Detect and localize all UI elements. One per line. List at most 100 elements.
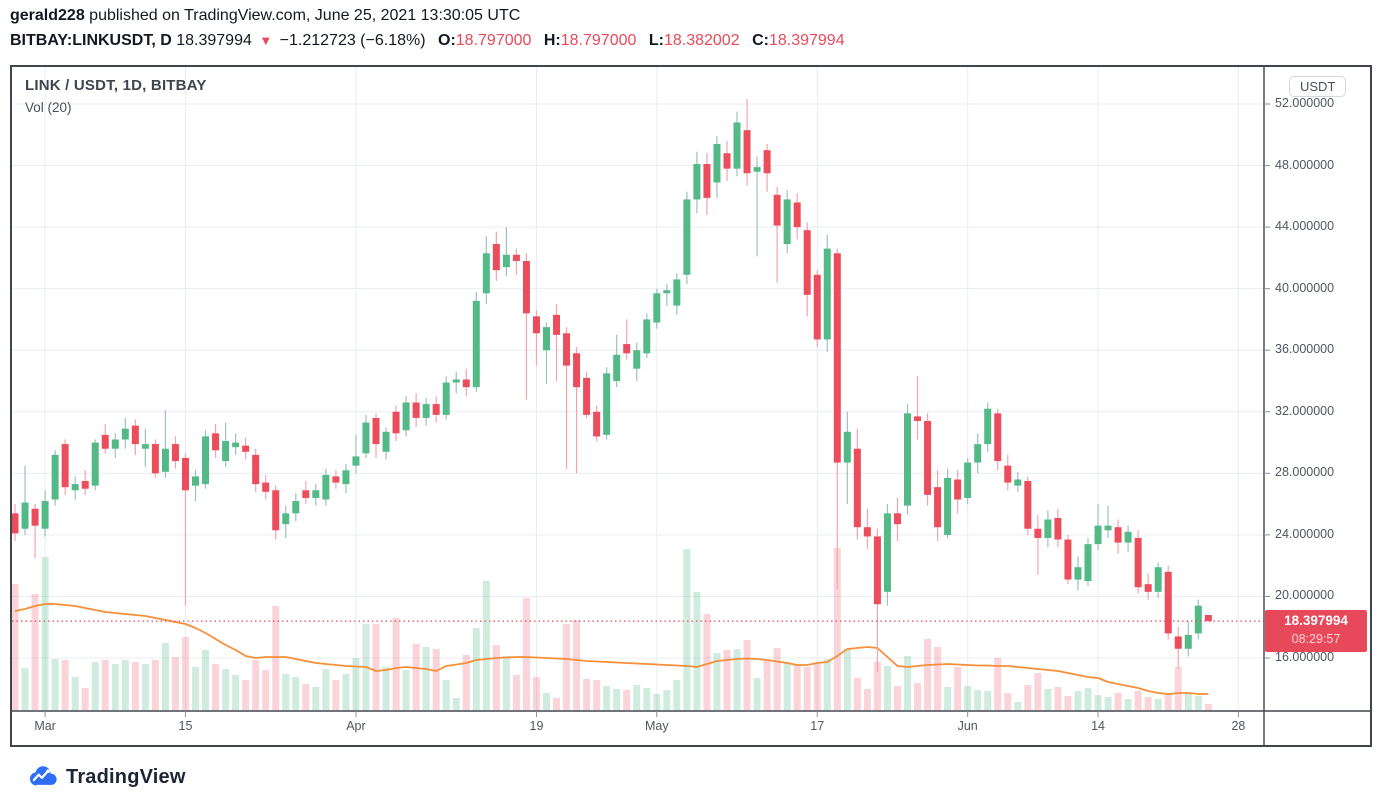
chart-frame: LINK / USDT, 1D, BITBAY Vol (20) USDT 52…: [10, 65, 1372, 747]
candle-body: [803, 230, 811, 295]
close-value: 18.397994: [768, 32, 845, 49]
volume-bar: [763, 660, 771, 710]
volume-bar: [482, 581, 490, 710]
time-tick-label: Mar: [34, 719, 56, 733]
volume-bar: [1144, 697, 1152, 710]
tradingview-wordmark[interactable]: TradingView: [66, 765, 186, 788]
candle-body: [633, 350, 641, 369]
volume-bar: [1134, 691, 1142, 710]
time-axis[interactable]: Mar 15 Apr 19 May 17 Jun 14 28: [12, 712, 1264, 745]
volume-bar: [522, 598, 530, 710]
symbol-name[interactable]: BITBAY:LINKUSDT, D: [10, 32, 172, 49]
volume-bar: [613, 689, 621, 710]
volume-bar: [803, 667, 811, 710]
currency-toggle[interactable]: USDT: [1289, 76, 1347, 97]
candle-body: [733, 122, 741, 169]
price-tick-label: 52.000000: [1275, 96, 1335, 110]
candle-body: [763, 150, 771, 174]
volume-bar: [222, 669, 230, 710]
volume-bar: [232, 675, 240, 710]
candle-body: [212, 433, 220, 451]
candle-body: [61, 444, 69, 488]
volume-bar: [1004, 693, 1012, 710]
candle-body: [1044, 519, 1052, 538]
time-tick-label: 19: [529, 719, 544, 733]
volume-bar: [472, 628, 480, 710]
candle-body: [863, 527, 871, 537]
volume-bar: [111, 664, 119, 710]
volume-bar: [382, 667, 390, 710]
volume-bar: [603, 686, 611, 710]
time-tick-label: Jun: [957, 719, 978, 733]
candle-body: [101, 434, 109, 449]
volume-bar: [743, 640, 751, 710]
volume-bar: [1124, 699, 1132, 710]
candle-body: [873, 536, 881, 605]
volume-bar: [432, 649, 440, 710]
volume-bar: [532, 677, 540, 710]
bar-countdown: 08:29:57: [1291, 632, 1341, 646]
candle-body: [1134, 537, 1142, 588]
candle-body: [984, 408, 992, 445]
price-axis[interactable]: 52.000000 48.000000 44.000000 40.000000 36.0…: [1264, 67, 1370, 711]
low-label: L:: [648, 32, 664, 49]
volume-bar: [31, 594, 39, 710]
volume-bar: [51, 659, 59, 710]
author-link[interactable]: gerald228: [10, 7, 85, 24]
time-tick-label: 14: [1091, 719, 1105, 733]
candle-body: [232, 442, 240, 448]
candle-body: [252, 454, 260, 485]
published-line: gerald228 published on TradingView.com, …: [10, 4, 1370, 28]
candle-body: [723, 153, 731, 169]
volume-bar: [312, 687, 320, 710]
price-tick-label: 40.000000: [1275, 280, 1335, 295]
published-text: published on TradingView.com, June 25, 2…: [84, 7, 521, 24]
tradingview-logo-icon[interactable]: [28, 762, 58, 792]
candle-body: [1194, 605, 1202, 634]
candle-body: [573, 353, 581, 388]
candle-body: [1014, 479, 1022, 486]
candle-body: [131, 425, 139, 445]
legend-symbol[interactable]: LINK / USDT, 1D, BITBAY: [25, 77, 207, 94]
volume-bar: [633, 685, 641, 710]
volume-bar: [833, 548, 841, 710]
volume-bar: [1094, 695, 1102, 710]
candle-body: [51, 454, 59, 500]
candle-body: [292, 501, 300, 514]
candle-body: [192, 476, 200, 486]
last-price-value: 18.397994: [1284, 613, 1348, 628]
candle-body: [322, 474, 330, 500]
candle-body: [934, 487, 942, 528]
price-tick-label: 20.000000: [1275, 588, 1335, 603]
volume-bar: [903, 656, 911, 710]
volume-bar: [1194, 696, 1202, 710]
volume-bar: [994, 658, 1002, 710]
candle-body: [1174, 636, 1182, 649]
volume-bar: [131, 662, 139, 710]
candle-body: [1154, 567, 1162, 592]
volume-bar: [262, 670, 270, 710]
candle-body: [412, 402, 420, 418]
candle-body: [121, 428, 129, 440]
candle-body: [1114, 527, 1122, 543]
volume-bar: [713, 653, 721, 710]
legend-volume-indicator[interactable]: Vol (20): [25, 100, 72, 115]
candle-body: [793, 202, 801, 228]
candle-body: [673, 279, 681, 306]
high-value: 18.797000: [560, 32, 637, 49]
candle-body: [623, 344, 631, 354]
candle-body: [522, 260, 530, 314]
candle-body: [1184, 634, 1192, 649]
volume-bar: [352, 658, 360, 710]
candle-body: [262, 482, 270, 492]
price-tick-label: 44.000000: [1275, 219, 1335, 234]
candlestick-chart[interactable]: [12, 67, 1370, 745]
open-value: 18.797000: [455, 32, 532, 49]
candle-body: [332, 476, 340, 483]
volume-bar: [984, 691, 992, 710]
footer: TradingView: [28, 760, 186, 794]
volume-bar: [883, 666, 891, 710]
candle-body: [482, 253, 490, 294]
time-tick-label: May: [644, 719, 669, 733]
volume-bar: [462, 655, 470, 710]
